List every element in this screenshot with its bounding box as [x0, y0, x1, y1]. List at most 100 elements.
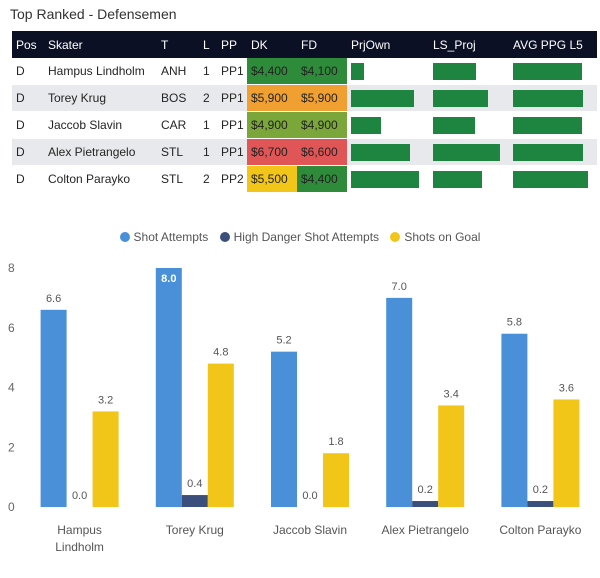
prjown-cell [347, 165, 429, 193]
y-tick-label: 4 [8, 381, 15, 395]
column-header[interactable]: T [157, 31, 199, 58]
table-row[interactable]: D Torey Krug BOS 2 PP1 $5,900 $5,900 [12, 84, 597, 112]
bar-shots-on-goal [438, 405, 465, 507]
page-title: Top Ranked - Defensemen [10, 6, 177, 22]
column-header[interactable]: AVG PPG L5 [509, 31, 597, 58]
avg-ppg-bar [513, 170, 588, 188]
ls-proj-cell [429, 138, 509, 166]
fd-salary-cell: $4,100 [297, 58, 347, 85]
column-header[interactable]: PrjOwn [347, 31, 429, 58]
pp-cell: PP1 [217, 58, 247, 85]
data-label: 1.8 [328, 436, 343, 448]
legend-item[interactable]: Shots on Goal [390, 230, 480, 244]
pos-cell: D [12, 111, 44, 139]
column-header[interactable]: Pos [12, 31, 44, 58]
bar-shot-attempts [155, 268, 182, 507]
avg-ppg-cell [509, 58, 597, 85]
column-header[interactable]: Skater [44, 31, 157, 58]
legend-item[interactable]: Shot Attempts [119, 230, 209, 244]
fd-salary-cell: $4,900 [297, 111, 347, 139]
data-label: 3.6 [559, 382, 574, 394]
table-row[interactable]: D Alex Pietrangelo STL 1 PP1 $6,700 $6,600 [12, 138, 597, 166]
data-label: 8.0 [161, 273, 176, 285]
pp-cell: PP2 [217, 165, 247, 193]
legend-label: High Danger Shot Attempts [233, 230, 380, 244]
data-label: 0.4 [187, 478, 202, 490]
legend-marker-icon [119, 232, 130, 242]
x-tick-label: Hampus [57, 523, 102, 537]
prjown-bar [351, 89, 414, 107]
prjown-cell [347, 111, 429, 139]
y-tick-label: 8 [8, 261, 15, 275]
data-label: 4.8 [213, 347, 228, 359]
dk-salary-cell: $4,400 [247, 58, 297, 85]
prjown-bar [351, 170, 419, 188]
ls-proj-bar [433, 62, 476, 80]
bar-shots-on-goal [207, 363, 234, 507]
pos-cell: D [12, 58, 44, 85]
y-tick-label: 0 [8, 500, 15, 514]
pos-cell: D [12, 138, 44, 166]
line-cell: 2 [199, 165, 217, 193]
avg-ppg-bar [513, 143, 583, 161]
data-label: 0.2 [533, 484, 548, 496]
fd-salary-cell: $5,900 [297, 84, 347, 112]
pp-cell: PP1 [217, 138, 247, 166]
skater-cell: Alex Pietrangelo [44, 138, 157, 166]
prjown-cell [347, 138, 429, 166]
column-header[interactable]: LS_Proj [429, 31, 509, 58]
defensemen-table: Pos Skater T L PP DK FD PrjOwn LS_Proj A… [12, 31, 597, 193]
column-header[interactable]: DK [247, 31, 297, 58]
dk-salary-cell: $5,900 [247, 84, 297, 112]
bar-high-danger-shot-attempts [412, 501, 439, 507]
x-tick-label: Jaccob Slavin [273, 523, 347, 537]
line-cell: 1 [199, 111, 217, 139]
pos-cell: D [12, 84, 44, 112]
avg-ppg-cell [509, 165, 597, 193]
team-cell: CAR [157, 111, 199, 139]
grouped-bar-chart: 0 2 4 6 8 6.6 0.0 3.2 Hampus Lindholm 8.0 0.4 4.8 Tor… [8, 261, 582, 554]
team-cell: ANH [157, 58, 199, 85]
legend-label: Shot Attempts [133, 230, 209, 244]
legend-item[interactable]: High Danger Shot Attempts [219, 230, 380, 244]
bar-shot-attempts [386, 297, 413, 507]
data-label: 0.0 [302, 490, 317, 502]
data-label: 3.4 [444, 388, 459, 400]
prjown-bar [351, 116, 381, 134]
bar-shots-on-goal [553, 399, 580, 507]
table-header-row: Pos Skater T L PP DK FD PrjOwn LS_Proj A… [12, 31, 597, 58]
x-tick-label: Alex Pietrangelo [382, 523, 470, 537]
data-label: 5.2 [276, 335, 291, 347]
fd-salary-cell: $4,400 [297, 165, 347, 193]
column-header[interactable]: PP [217, 31, 247, 58]
fd-salary-cell: $6,600 [297, 138, 347, 166]
legend-label: Shots on Goal [404, 230, 481, 244]
pp-cell: PP1 [217, 111, 247, 139]
prjown-bar [351, 143, 410, 161]
table-row[interactable]: D Hampus Lindholm ANH 1 PP1 $4,400 $4,100 [12, 58, 597, 85]
data-label: 3.2 [98, 394, 113, 406]
team-cell: BOS [157, 84, 199, 112]
x-tick-label: Lindholm [55, 540, 104, 554]
ls-proj-bar [433, 143, 500, 161]
column-header[interactable]: FD [297, 31, 347, 58]
ls-proj-bar [433, 116, 475, 134]
avg-ppg-cell [509, 138, 597, 166]
table-row[interactable]: D Colton Parayko STL 2 PP2 $5,500 $4,400 [12, 165, 597, 193]
dk-salary-cell: $6,700 [247, 138, 297, 166]
dk-salary-cell: $4,900 [247, 111, 297, 139]
prjown-cell [347, 84, 429, 112]
bar-high-danger-shot-attempts [527, 501, 554, 507]
line-cell: 1 [199, 58, 217, 85]
prjown-bar [351, 62, 364, 80]
line-cell: 1 [199, 138, 217, 166]
data-label: 5.8 [507, 317, 522, 329]
ls-proj-cell [429, 58, 509, 85]
data-label: 0.0 [72, 490, 87, 502]
column-header[interactable]: L [199, 31, 217, 58]
skater-cell: Jaccob Slavin [44, 111, 157, 139]
avg-ppg-bar [513, 62, 582, 80]
skater-cell: Torey Krug [44, 84, 157, 112]
table-row[interactable]: D Jaccob Slavin CAR 1 PP1 $4,900 $4,900 [12, 111, 597, 139]
ls-proj-bar [433, 89, 488, 107]
